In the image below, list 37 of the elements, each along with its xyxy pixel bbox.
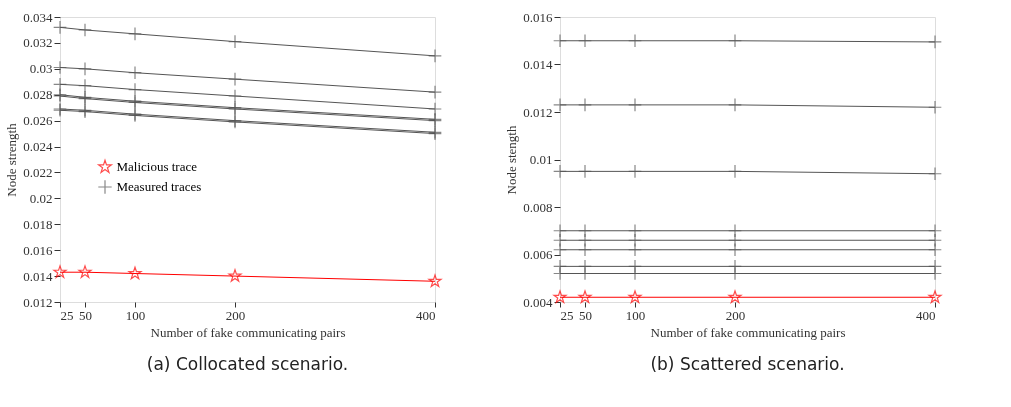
y-tick-label: 0.016 <box>523 9 553 25</box>
x-tick-label: 50 <box>79 307 92 323</box>
x-axis-title: Number of fake communicating pairs <box>650 324 846 340</box>
y-axis-title: Node strength <box>4 122 20 197</box>
y-tick-label: 0.022 <box>23 164 53 180</box>
y-tick-label: 0.014 <box>523 57 553 72</box>
x-tick-label: 400 <box>916 307 936 323</box>
y-tick-label: 0.004 <box>523 294 553 310</box>
x-tick-label: 25 <box>560 307 574 323</box>
legend-label: Measured traces <box>116 179 202 194</box>
y-axis-title: Node stength <box>504 125 520 195</box>
y-tick-label: 0.01 <box>529 152 553 167</box>
x-tick-label: 100 <box>125 307 146 323</box>
y-tick-label: 0.024 <box>23 139 53 155</box>
legend-label: Malicious trace <box>116 159 198 174</box>
y-tick-label: 0.008 <box>523 199 553 215</box>
x-tick-label: 25 <box>60 307 74 323</box>
x-axis-title: Number of fake communicating pairs <box>150 324 346 340</box>
y-tick-label: 0.02 <box>29 190 53 206</box>
x-tick-label: 50 <box>579 307 592 323</box>
x-tick-label: 200 <box>225 307 246 323</box>
y-tick-label: 0.012 <box>523 104 553 120</box>
y-tick-label: 0.014 <box>23 268 53 284</box>
y-tick-label: 0.018 <box>23 216 53 232</box>
y-tick-label: 0.006 <box>523 247 553 262</box>
y-tick-label: 0.034 <box>23 9 53 25</box>
y-tick-label: 0.016 <box>23 242 53 258</box>
y-tick-label: 0.028 <box>23 87 53 103</box>
x-tick-label: 200 <box>725 307 746 323</box>
text: (b) Scattered scenario. <box>650 354 845 374</box>
x-tick-label: 100 <box>625 307 646 323</box>
x-tick-label: 400 <box>416 307 436 323</box>
y-tick-label: 0.03 <box>29 61 53 77</box>
y-tick-label: 0.012 <box>23 294 53 310</box>
text: (a) Collocated scenario. <box>146 354 349 374</box>
y-tick-label: 0.026 <box>23 113 53 129</box>
y-tick-label: 0.032 <box>23 35 53 51</box>
